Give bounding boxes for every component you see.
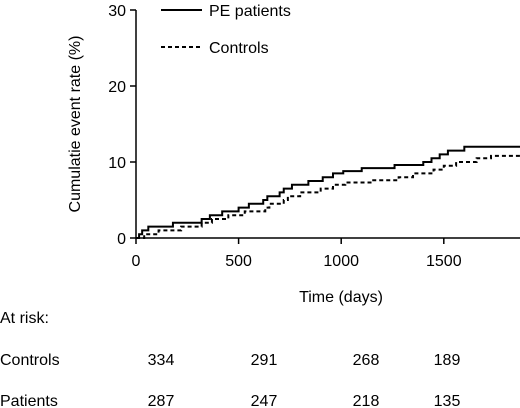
x-tick-label-1500: 1500 [426, 253, 462, 270]
y-axis-title: Cumulatie event rate (%) [67, 36, 84, 213]
x-tick-label-0: 0 [132, 253, 141, 270]
at-risk-row-label-controls: Controls [0, 352, 60, 369]
at-risk-value-controls: 291 [251, 352, 278, 369]
at-risk-value-patients: 287 [148, 393, 175, 408]
legend-label-controls: Controls [209, 40, 269, 57]
legend-item-controls: Controls [161, 40, 269, 57]
at-risk-value-controls: 268 [353, 352, 380, 369]
y-tick-label-20: 20 [108, 79, 126, 96]
series-layer [136, 145, 520, 239]
legend-item-pe-patients: PE patients [161, 3, 291, 20]
x-tick-label-1000: 1000 [323, 253, 359, 270]
y-ticks: 0 10 20 30 [108, 3, 136, 248]
x-tick-label-500: 500 [225, 253, 252, 270]
series-line-controls [136, 154, 520, 239]
at-risk-value-patients: 247 [251, 393, 278, 408]
at-risk-value-controls: 334 [148, 352, 175, 369]
y-tick-label-30: 30 [108, 3, 126, 20]
y-tick-label-10: 10 [108, 155, 126, 172]
legend-label-pe-patients: PE patients [209, 3, 291, 20]
at-risk-value-patients: 135 [434, 393, 461, 408]
x-axis-title: Time (days) [299, 289, 383, 306]
y-tick-label-0: 0 [117, 231, 126, 248]
at-risk-row-label-patients: Patients [0, 393, 58, 408]
axes [135, 10, 520, 239]
at-risk-table: At risk: Controls 334 291 268 189 Patients 287… [0, 310, 460, 408]
at-risk-value-controls: 189 [434, 352, 461, 369]
x-ticks: 0 500 1000 1500 [132, 238, 462, 270]
at-risk-heading: At risk: [0, 310, 49, 327]
legend: PE patients Controls [161, 3, 291, 57]
series-line-pe-patients [136, 145, 520, 239]
at-risk-value-patients: 218 [353, 393, 380, 408]
